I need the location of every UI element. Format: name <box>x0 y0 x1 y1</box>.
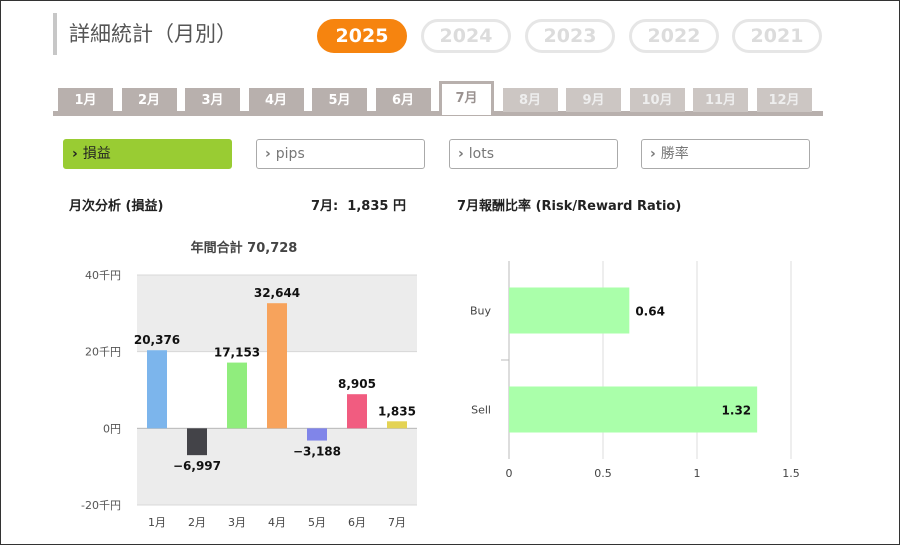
month-tab-8[interactable]: 8月 <box>502 88 558 112</box>
chevron-right-icon: › <box>650 146 656 162</box>
bar-3月 <box>227 362 247 429</box>
x-tick-label: 6月 <box>348 516 366 529</box>
monthly-pnl-chart: 年間合計 70,728 40千円 20千円 0円 -20千円 20,376 1月 −6,997… <box>81 240 417 529</box>
bar-6月 <box>347 394 367 429</box>
x-tick-label: 1月 <box>148 516 166 529</box>
bar-label: −3,188 <box>293 445 341 459</box>
x-tick-label: 7月 <box>388 516 406 529</box>
chevron-right-icon: › <box>72 146 78 162</box>
current-month-value: 7月: 1,835 円 <box>311 199 406 214</box>
x-tick-label: 1 <box>694 467 701 480</box>
filter-lots[interactable]: › lots <box>449 139 618 169</box>
x-tick-label: 4月 <box>268 516 286 529</box>
filter-label: 勝率 <box>660 146 689 162</box>
chevron-right-icon: › <box>265 146 271 162</box>
bar-label: 32,644 <box>254 286 300 300</box>
filter-label: lots <box>468 146 495 162</box>
bar-label: 20,376 <box>134 333 180 347</box>
bar-label: 17,153 <box>214 346 260 360</box>
x-tick-label: 5月 <box>308 516 326 529</box>
y-tick-label: -20千円 <box>81 499 121 512</box>
month-tab-underline <box>53 111 823 116</box>
plot-band <box>137 428 417 505</box>
filter-winrate[interactable]: › 勝率 <box>641 139 810 169</box>
bar-4月 <box>267 303 287 429</box>
bar-label: −6,997 <box>173 459 221 473</box>
page-title: 詳細統計（月別） <box>53 13 237 55</box>
filter-pips[interactable]: › pips <box>256 139 425 169</box>
y-tick-label: 0円 <box>103 422 121 435</box>
rr-section-label: 7月報酬比率 (Risk/Reward Ratio) <box>457 199 682 214</box>
x-tick-label: 3月 <box>228 516 246 529</box>
bar-1月 <box>147 350 167 429</box>
y-category-label: Buy <box>470 305 492 318</box>
month-tab-10[interactable]: 10月 <box>629 88 685 112</box>
y-category-label: Sell <box>471 404 491 417</box>
chart-title: 年間合計 70,728 <box>191 240 298 256</box>
filter-label: 損益 <box>82 146 111 162</box>
month-tab-7[interactable]: 7月 <box>439 81 494 115</box>
bar-label: 1,835 <box>378 404 416 418</box>
y-tick-label: 20千円 <box>85 346 121 359</box>
bar-7月 <box>387 421 407 429</box>
year-button-2022[interactable]: 2022 <box>629 19 719 53</box>
year-button-2021[interactable]: 2021 <box>732 19 822 53</box>
x-tick-label: 1.5 <box>782 467 800 480</box>
year-button-2023[interactable]: 2023 <box>525 19 615 53</box>
month-tab-5[interactable]: 5月 <box>312 88 367 112</box>
year-button-2024[interactable]: 2024 <box>421 19 511 53</box>
rr-bar-label: 0.64 <box>635 305 665 319</box>
month-tab-6[interactable]: 6月 <box>375 88 431 112</box>
month-tab-4[interactable]: 4月 <box>248 88 304 112</box>
month-tab-3[interactable]: 3月 <box>185 88 240 112</box>
rr-ratio-chart: 0 0.5 1 1.5 Buy 0.64 Sell 1.32 <box>470 261 800 480</box>
month-tab-12[interactable]: 12月 <box>756 88 812 112</box>
bar-5月 <box>307 428 327 441</box>
x-tick-label: 2月 <box>188 516 206 529</box>
month-tab-1[interactable]: 1月 <box>58 88 113 112</box>
rr-bar-label: 1.32 <box>722 404 752 418</box>
month-tab-11[interactable]: 11月 <box>693 88 748 112</box>
monthly-section-label: 月次分析 (損益) <box>69 199 164 214</box>
month-tab-2[interactable]: 2月 <box>121 88 177 112</box>
filter-label: pips <box>275 146 305 162</box>
bar-2月 <box>187 428 207 456</box>
rr-bar-sell <box>509 386 758 433</box>
bar-label: 8,905 <box>338 377 376 391</box>
rr-bar-buy <box>509 287 630 334</box>
x-tick-label: 0 <box>506 467 513 480</box>
month-tab-9[interactable]: 9月 <box>566 88 621 112</box>
filter-pnl[interactable]: › 損益 <box>63 139 232 169</box>
x-tick-label: 0.5 <box>594 467 612 480</box>
y-tick-label: 40千円 <box>85 269 121 282</box>
year-button-2025[interactable]: 2025 <box>317 19 407 53</box>
chevron-right-icon: › <box>458 146 464 162</box>
